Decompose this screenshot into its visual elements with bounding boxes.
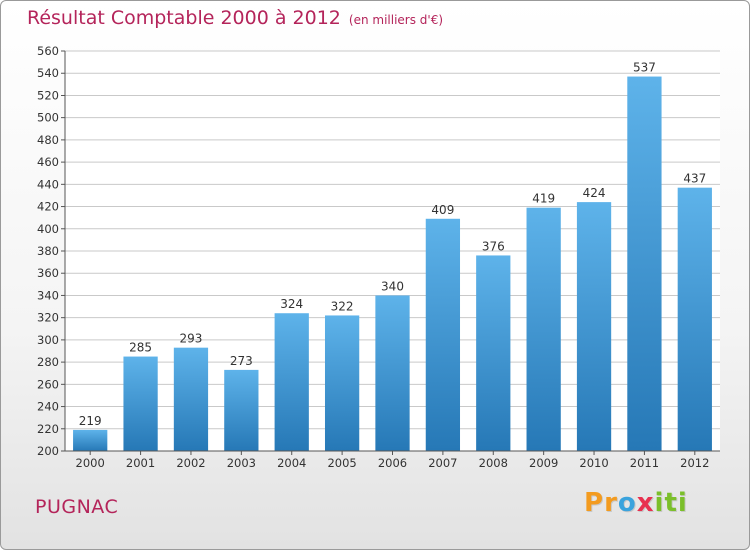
- bar-2010: [576, 202, 612, 451]
- chart-title-text: Résultat Comptable 2000 à 2012: [27, 7, 341, 29]
- logo-letter: o: [617, 488, 637, 518]
- y-tick-label: 280: [37, 355, 59, 369]
- bar-2008: [476, 255, 511, 451]
- bar-2006: [375, 295, 410, 451]
- y-tick-label: 480: [37, 133, 59, 147]
- bar-2003: [224, 369, 259, 451]
- bar-2002: [173, 347, 209, 451]
- data-label-2002: 293: [180, 332, 203, 346]
- data-label-2009: 419: [532, 192, 555, 206]
- logo-letter: r: [604, 488, 618, 518]
- data-label-2007: 409: [431, 203, 454, 217]
- bar-2000: [73, 429, 108, 451]
- bar-2005: [324, 315, 360, 451]
- data-label-2005: 322: [331, 299, 354, 313]
- data-label-2000: 219: [79, 414, 102, 428]
- y-tick-label: 520: [37, 88, 59, 102]
- y-tick-label: 460: [37, 155, 59, 169]
- data-label-2001: 285: [129, 341, 152, 355]
- x-tick-label: 2010: [579, 456, 608, 470]
- y-tick-label: 320: [37, 311, 59, 325]
- x-tick-label: 2002: [176, 456, 205, 470]
- x-tick-label: 2001: [126, 456, 155, 470]
- axes: 200 220 240 260 280 300 320 340 360 380 400 420 440 4…: [37, 44, 720, 470]
- y-tick-label: 260: [37, 377, 59, 391]
- y-tick-label: 240: [37, 400, 59, 414]
- y-tick-label: 560: [37, 44, 59, 58]
- x-tick-label: 2005: [327, 456, 356, 470]
- chart-title: Résultat Comptable 2000 à 2012 (en millie…: [27, 7, 443, 29]
- data-label-2008: 376: [482, 239, 505, 253]
- x-tick-label: 2007: [428, 456, 457, 470]
- logo-letter: t: [664, 488, 678, 518]
- y-tick-label: 380: [37, 244, 59, 258]
- data-label-2006: 340: [381, 279, 404, 293]
- x-tick-label: 2006: [378, 456, 407, 470]
- bar-2009: [526, 207, 561, 451]
- logo-letter: P: [584, 488, 605, 518]
- x-tick-label: 2000: [76, 456, 105, 470]
- y-tick-label: 500: [37, 111, 59, 125]
- bar-2007: [425, 218, 461, 451]
- proxiti-logo[interactable]: Proxiti: [584, 488, 688, 518]
- logo-letter: x: [636, 488, 655, 518]
- data-label-2003: 273: [230, 354, 253, 368]
- data-label-2004: 324: [280, 297, 303, 311]
- data-label-2011: 537: [633, 61, 656, 75]
- bar-2001: [123, 356, 158, 451]
- y-tick-label: 220: [37, 422, 59, 436]
- x-tick-label: 2009: [529, 456, 558, 470]
- y-tick-label: 420: [37, 200, 59, 214]
- bars: 219 285 293 273 324 322 340 409 376 419 424 537 437: [73, 61, 712, 452]
- bar-2004: [274, 313, 309, 451]
- x-tick-label: 2011: [630, 456, 659, 470]
- x-tick-label: 2004: [277, 456, 306, 470]
- y-tick-label: 540: [37, 66, 59, 80]
- data-label-2012: 437: [683, 172, 706, 186]
- y-tick-label: 200: [37, 444, 59, 458]
- bar-2012: [677, 187, 712, 451]
- data-label-2010: 424: [583, 186, 606, 200]
- y-tick-label: 300: [37, 333, 59, 347]
- x-tick-label: 2008: [479, 456, 508, 470]
- y-tick-label: 340: [37, 288, 59, 302]
- bar-2011: [627, 76, 662, 452]
- y-tick-label: 440: [37, 177, 59, 191]
- logo-letter: i: [654, 488, 665, 518]
- y-tick-label: 400: [37, 222, 59, 236]
- chart-subtitle: (en milliers d'€): [348, 13, 444, 27]
- x-tick-label: 2012: [680, 456, 709, 470]
- town-name: PUGNAC: [35, 496, 119, 518]
- x-tick-label: 2003: [227, 456, 256, 470]
- y-tick-label: 360: [37, 266, 59, 280]
- logo-letter: i: [677, 488, 688, 518]
